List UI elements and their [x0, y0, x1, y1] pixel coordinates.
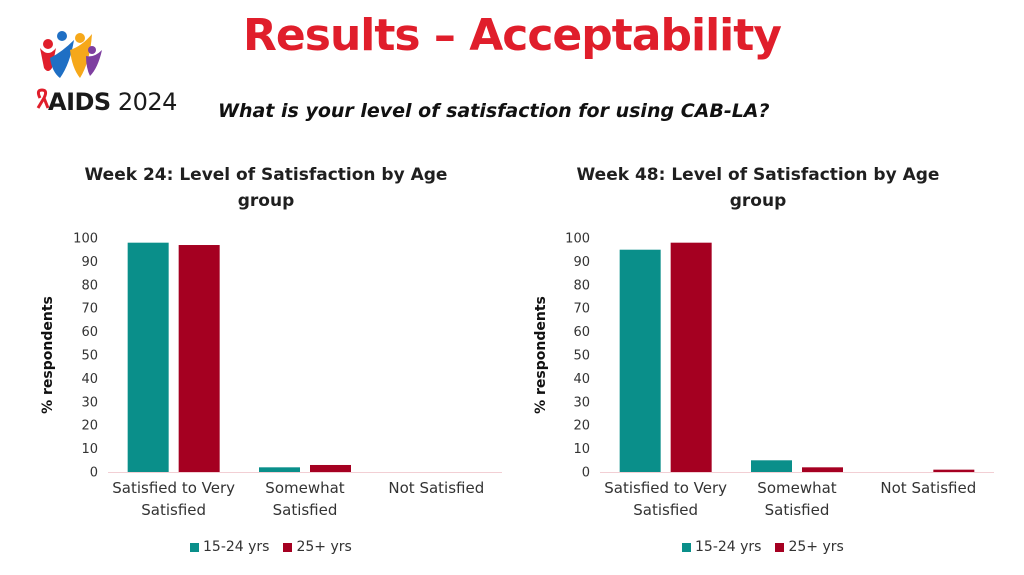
category-label: Not Satisfied [388, 479, 484, 497]
y-tick-label: 20 [573, 419, 590, 434]
chart-week48-legend: 15-24 yrs 25+ yrs [682, 539, 852, 555]
legend-label: 15-24 yrs [695, 539, 762, 555]
survey-question: What is your level of satisfaction for u… [218, 100, 770, 122]
y-tick-label: 90 [573, 255, 590, 270]
y-tick-label: 20 [81, 419, 98, 434]
bar [751, 460, 792, 472]
y-tick-label: 0 [582, 466, 590, 481]
y-tick-label: 50 [573, 349, 590, 364]
legend-swatch-red [775, 542, 785, 552]
slide-title: Results – Acceptability [243, 10, 782, 61]
category-label: Satisfied to Very [604, 479, 727, 497]
y-tick-label: 70 [573, 302, 590, 317]
y-axis-label: % respondents [533, 296, 549, 414]
chart-week48-title: Week 48: Level of Satisfaction by Age gr… [568, 162, 948, 214]
y-axis-label: % respondents [40, 296, 56, 414]
y-tick-label: 60 [81, 325, 98, 340]
bar [259, 467, 300, 472]
bar [670, 242, 712, 472]
chart-week24-title-line2: group [237, 191, 295, 211]
logo-year: 2024 [117, 88, 178, 116]
bar [310, 464, 351, 472]
legend-swatch-teal [682, 542, 691, 552]
y-tick-label: 70 [81, 302, 98, 317]
bar [933, 469, 975, 472]
legend-label: 25+ yrs [296, 539, 352, 555]
y-tick-label: 60 [573, 325, 590, 340]
category-label: Satisfied [765, 501, 830, 519]
y-tick-label: 90 [81, 255, 98, 270]
category-label: Somewhat [757, 479, 837, 497]
red-ribbon-icon [36, 88, 50, 109]
logo-word: AIDS [48, 88, 111, 116]
chart-week24-title-line1: Week 24: Level of Satisfaction by Age [84, 165, 448, 185]
y-tick-label: 100 [73, 232, 98, 247]
legend-item-25plus: 25+ yrs [283, 539, 352, 555]
y-tick-label: 0 [90, 466, 98, 481]
y-tick-label: 80 [81, 278, 98, 293]
chart-week24-legend: 15-24 yrs 25+ yrs [190, 539, 360, 555]
people-figures-icon [40, 31, 102, 78]
bar [127, 242, 169, 472]
category-label: Not Satisfied [880, 479, 976, 497]
category-label: Satisfied to Very [112, 479, 235, 497]
legend-swatch-teal [190, 542, 199, 552]
logo-wordmark: AIDS 2024 [48, 88, 177, 116]
y-tick-label: 80 [573, 278, 590, 293]
y-tick-label: 30 [81, 395, 98, 410]
y-tick-label: 40 [573, 372, 590, 387]
y-tick-label: 30 [573, 395, 590, 410]
chart-week24-title: Week 24: Level of Satisfaction by Age gr… [76, 162, 456, 214]
y-tick-label: 10 [573, 442, 590, 457]
legend-label: 15-24 yrs [203, 539, 270, 555]
bar [802, 467, 843, 472]
aids2024-logo [36, 31, 102, 109]
chart-week48-title-line2: group [729, 191, 787, 211]
y-tick-label: 50 [81, 349, 98, 364]
y-tick-label: 10 [81, 442, 98, 457]
legend-item-15-24: 15-24 yrs [190, 539, 269, 555]
y-tick-label: 40 [81, 372, 98, 387]
y-tick-label: 100 [565, 232, 590, 247]
category-label: Satisfied [141, 501, 206, 519]
category-label: Somewhat [265, 479, 345, 497]
legend-swatch-red [283, 542, 293, 552]
bar [619, 249, 661, 472]
category-label: Satisfied [633, 501, 698, 519]
legend-item-15-24: 15-24 yrs [682, 539, 761, 555]
category-label: Satisfied [273, 501, 338, 519]
chart-week48-title-line1: Week 48: Level of Satisfaction by Age [576, 165, 940, 185]
bar [178, 245, 220, 472]
legend-item-25plus: 25+ yrs [775, 539, 844, 555]
legend-label: 25+ yrs [788, 539, 844, 555]
